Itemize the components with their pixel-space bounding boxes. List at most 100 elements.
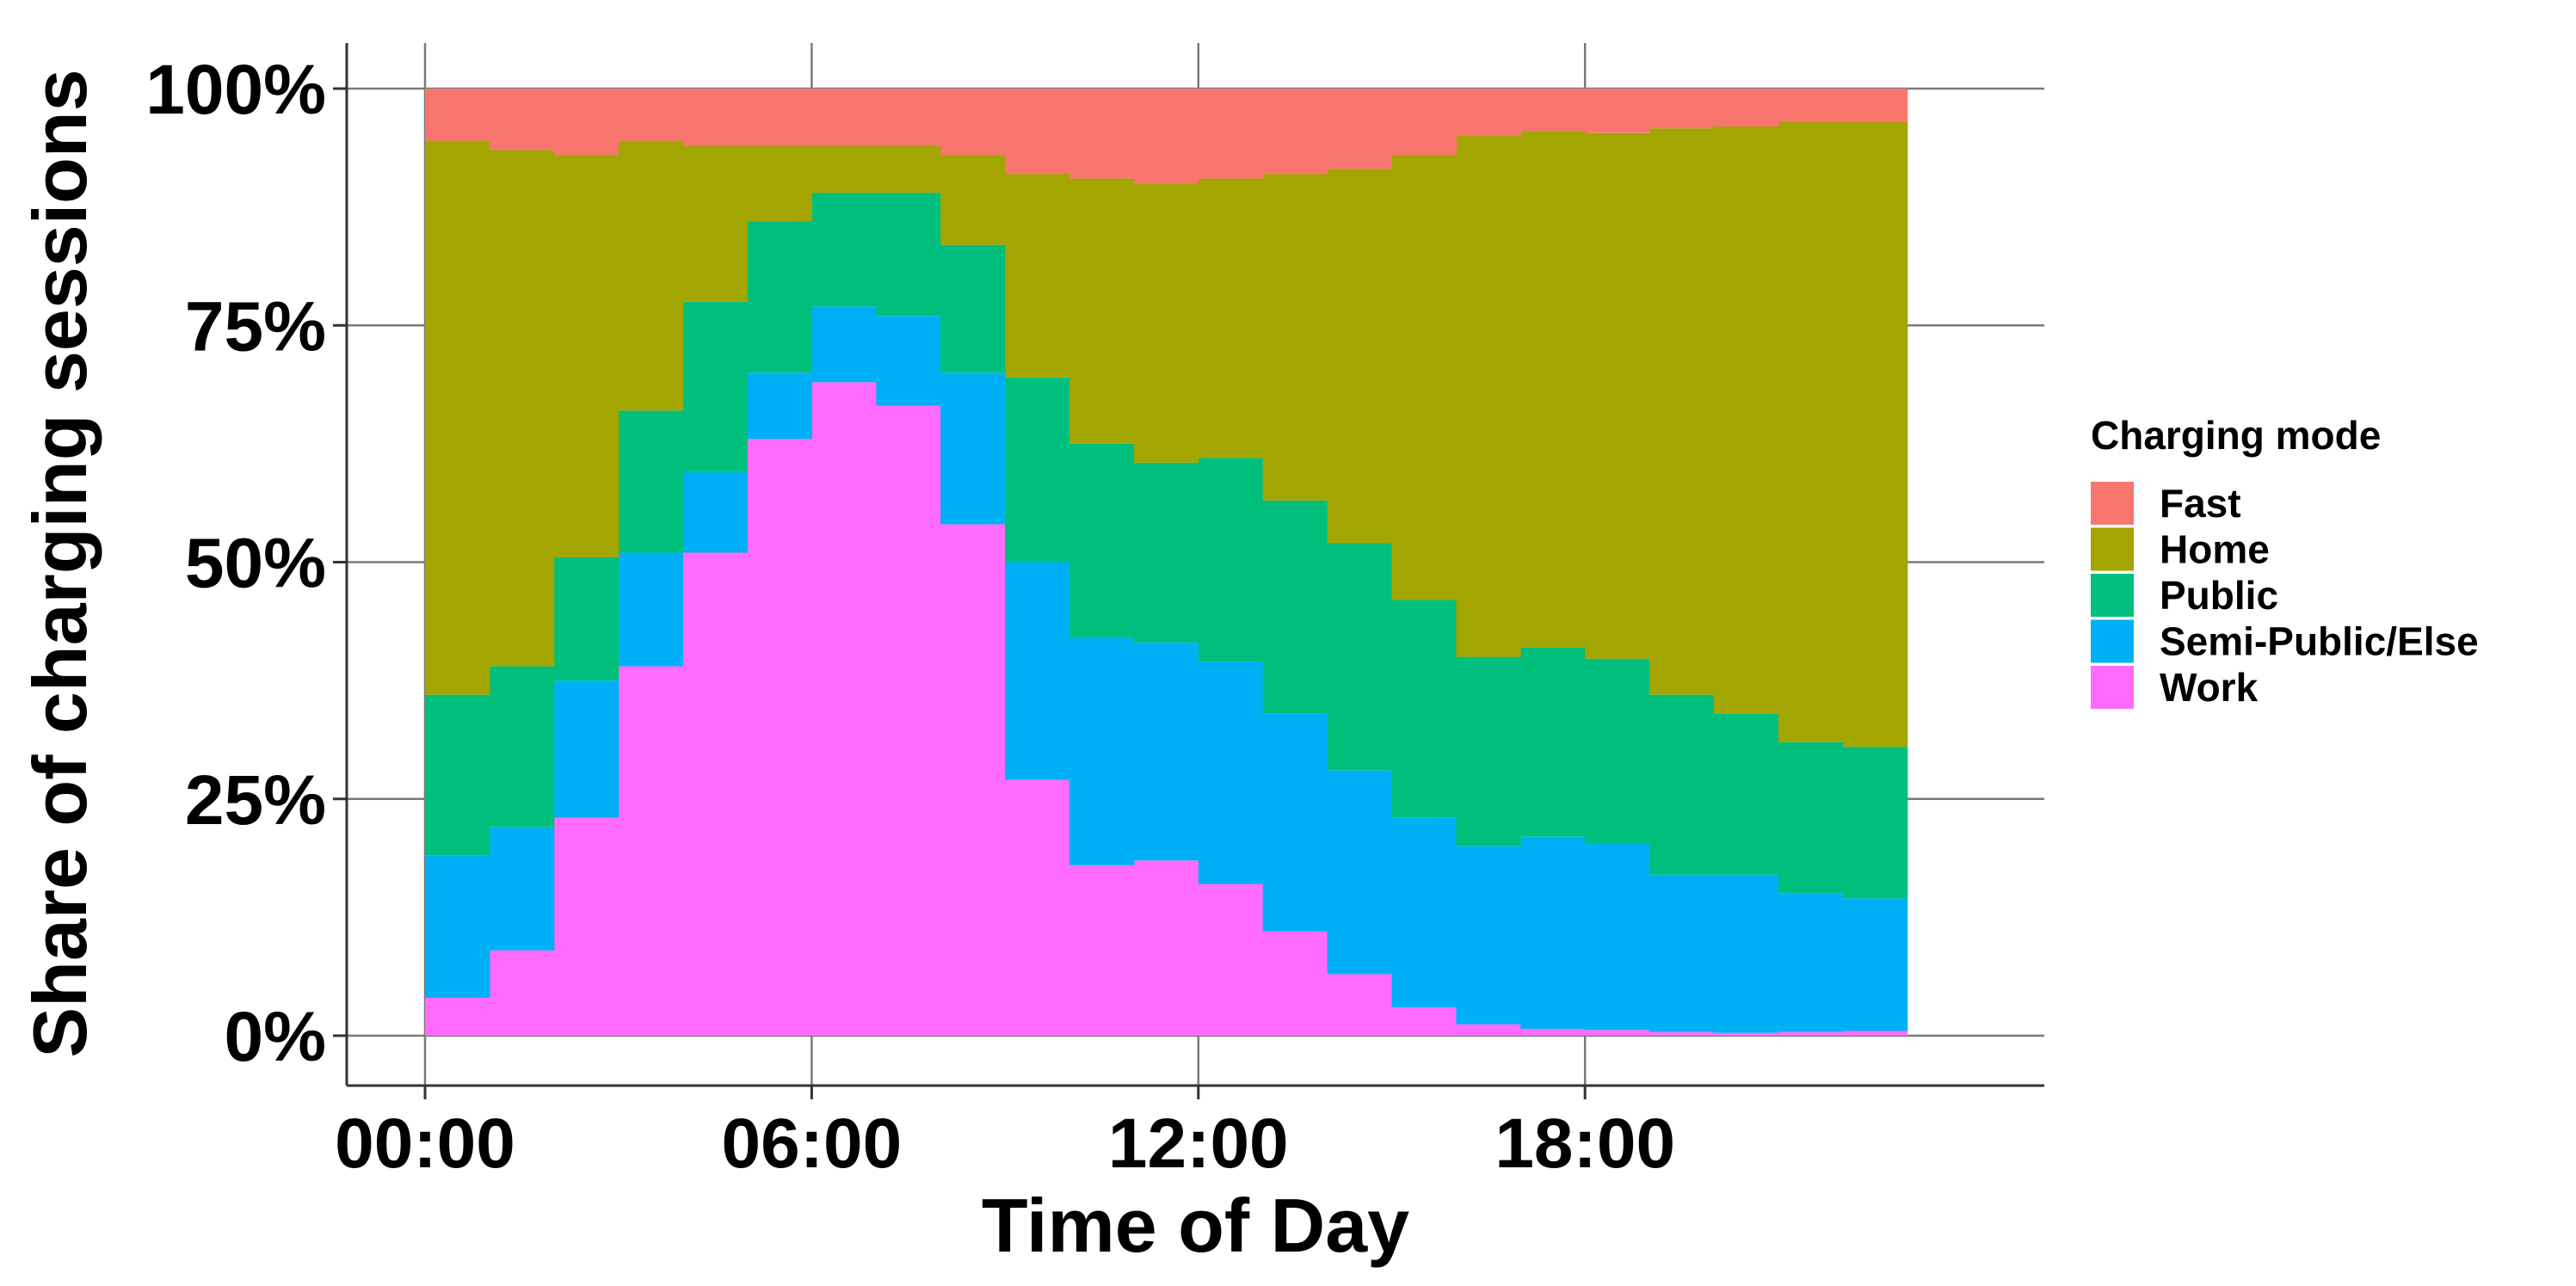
area-segment-work [1585,1030,1650,1036]
area-segment-home [618,140,684,411]
area-segment-public [747,221,812,373]
area-segment-fast [1585,89,1650,133]
area-segment-public [1778,741,1844,894]
y-tick-label: 75% [185,287,326,366]
area-segment-fast [1520,89,1586,132]
area-segment-home [1714,126,1779,714]
area-segment-work [1327,974,1393,1036]
area-segment-public [940,244,1006,373]
y-tick-label: 100% [145,51,326,129]
area-segment-semi-public-else [425,855,490,998]
area-segment-fast [618,89,684,141]
area-segment-public [682,301,749,472]
area-segment-fast [425,89,490,141]
x-tick-labels: 00:00 06:00 12:00 18:00 [335,1086,1675,1183]
area-segment-fast [1842,89,1908,122]
y-tick-label: 0% [224,998,326,1076]
area-segment-public [1842,747,1908,899]
area-segment-home [425,140,490,695]
legend-label-public: Public [2160,573,2278,618]
area-segment-home [811,145,877,194]
y-tick-label: 50% [185,525,326,603]
legend-swatch-fast [2091,482,2134,525]
area-segment-work [618,666,684,1036]
area-segment-semi-public-else [1456,846,1521,1024]
area-segment-public [1069,443,1135,638]
area-segment-public [618,410,684,553]
area-segment-public [1585,658,1650,844]
area-segment-semi-public-else [876,316,941,406]
legend-label-fast: Fast [2160,481,2241,526]
area-segment-fast [1069,89,1135,179]
area-segment-semi-public-else [1198,661,1264,884]
area-segment-semi-public-else [682,471,749,553]
area-segment-semi-public-else [489,827,555,951]
area-segment-public [1262,500,1328,714]
area-segment-work [1391,1006,1457,1036]
area-segment-semi-public-else [1133,643,1199,861]
area-segment-home [1585,132,1650,659]
area-segment-work [1842,1031,1908,1036]
area-segment-work [1262,931,1328,1036]
area-segment-fast [876,89,941,146]
area-segment-semi-public-else [1520,836,1586,1030]
area-segment-public [811,193,877,307]
area-segment-public [425,694,490,856]
area-segment-home [876,145,941,194]
area-segment-home [1842,121,1908,748]
area-segment-public [1456,656,1521,846]
area-segment-fast [1327,89,1393,169]
area-segment-fast [1262,89,1328,175]
area-segment-fast [489,89,555,151]
area-segment-home [1391,155,1457,600]
area-segment-semi-public-else [1262,713,1328,932]
area-segment-public [1714,713,1779,875]
area-segment-semi-public-else [1714,874,1779,1033]
area-segment-fast [940,89,1006,156]
x-tick-label: 00:00 [335,1104,515,1183]
area-segment-semi-public-else [940,372,1006,525]
area-segment-fast [1133,89,1199,184]
area-segment-fast [1649,89,1715,129]
area-segment-home [747,145,812,222]
area-segment-fast [1714,89,1779,127]
area-segment-home [1198,178,1264,458]
y-tick-label: 25% [185,761,326,840]
area-segment-work [553,817,619,1036]
area-segment-work [747,439,812,1036]
area-segment-fast [553,89,619,156]
area-segment-semi-public-else [811,306,877,383]
area-segment-home [1520,131,1586,648]
area-segment-home [1005,174,1070,378]
y-axis-title: Share of charging sessions [17,69,102,1057]
area-segment-public [553,557,619,681]
area-segment-semi-public-else [747,372,812,440]
area-segment-home [682,145,749,302]
area-segment-home [553,155,619,557]
area-segment-work [1069,865,1135,1036]
area-segment-semi-public-else [1649,874,1715,1032]
legend-label-semi-public-else: Semi-Public/Else [2160,619,2479,664]
area-segment-home [1778,121,1844,742]
area-segment-semi-public-else [1069,637,1135,865]
area-segment-work [1198,883,1264,1036]
area-segment-fast [811,89,877,146]
area-segment-semi-public-else [1327,770,1393,975]
area-segment-work [1714,1032,1779,1036]
area-segment-fast [747,89,812,146]
area-segment-semi-public-else [618,552,684,667]
area-segment-home [1069,178,1135,444]
area-segment-public [1198,458,1264,662]
area-segment-work [876,405,941,1037]
area-segment-work [811,382,877,1036]
legend-swatch-work [2091,666,2134,709]
y-tick-labels: 0% 25% 50% 75% 100% [145,51,347,1076]
x-axis-title: Time of Day [982,1183,1409,1268]
legend: Charging mode FastHomePublicSemi-Public/… [2091,413,2479,710]
legend-swatch-home [2091,527,2134,571]
area-segment-work [1456,1024,1521,1036]
area-segment-public [1520,647,1586,837]
area-segment-semi-public-else [1778,893,1844,1032]
area-segment-public [1133,462,1199,643]
